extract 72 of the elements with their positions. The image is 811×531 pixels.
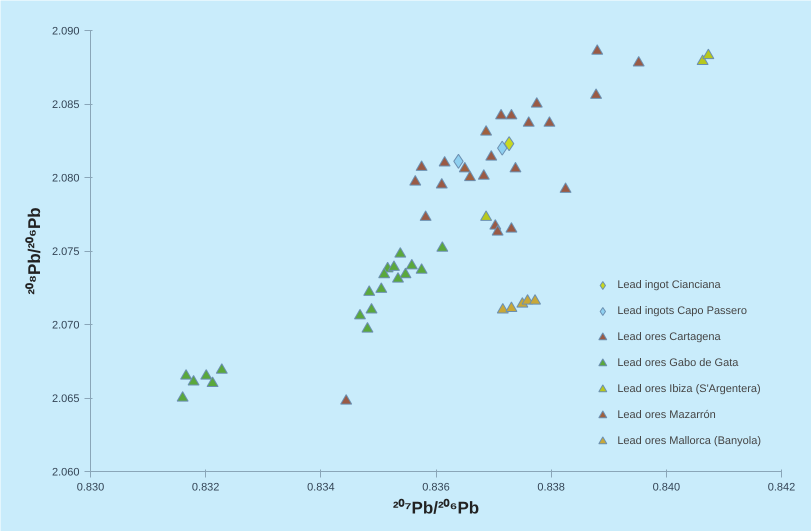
point (378, 268, 390, 278)
point (361, 322, 374, 333)
point (480, 125, 492, 136)
point (420, 210, 432, 221)
point (458, 162, 471, 172)
x-tick-label: 0.832 (192, 482, 220, 494)
point (505, 108, 518, 120)
y-axis-title: ²⁰⁸Pb/²⁰⁶Pb (24, 207, 44, 295)
point (394, 247, 406, 258)
point (436, 241, 448, 252)
legend-label: Lead ores Ibiza (S'Argentera) (617, 383, 761, 395)
x-tick-label: 0.830 (76, 482, 104, 494)
point (392, 272, 404, 283)
point (480, 210, 492, 221)
y-tick-label: 2.085 (52, 99, 80, 111)
legend-label: Lead ingot Cianciana (617, 279, 721, 291)
y-tick-label: 2.075 (52, 246, 80, 258)
point (216, 363, 228, 374)
point (505, 301, 518, 312)
point (340, 394, 352, 405)
point (438, 156, 451, 166)
point (188, 374, 200, 386)
y-tick-label: 2.065 (52, 393, 80, 405)
point (388, 260, 400, 271)
x-tick-label: 0.842 (768, 482, 796, 494)
point (406, 258, 418, 270)
x-tick-label: 0.836 (422, 482, 450, 494)
point (543, 116, 556, 127)
point (200, 369, 212, 380)
point (529, 294, 542, 305)
point (354, 308, 366, 320)
legend-label: Lead ores Gabo de Gata (617, 357, 738, 369)
point (176, 391, 189, 402)
point (591, 44, 604, 55)
point (496, 302, 509, 314)
legend-label: Lead ores Mallorca (Banyola) (617, 435, 761, 447)
legend-label: Lead ingots Capo Passero (617, 305, 747, 317)
y-tick-label: 2.080 (52, 172, 80, 184)
point (530, 97, 543, 108)
legend-label: Lead ores Cartagena (617, 331, 721, 343)
point (632, 56, 645, 67)
point (363, 285, 376, 296)
point (522, 116, 535, 127)
point (560, 182, 572, 193)
point (495, 108, 508, 120)
point (399, 268, 412, 278)
x-axis-title: ²⁰⁷Pb/²⁰⁶Pb (392, 498, 480, 518)
point (453, 154, 464, 169)
point (509, 162, 522, 172)
x-tick-label: 0.834 (307, 482, 335, 494)
point (206, 376, 219, 387)
point (696, 54, 709, 66)
point (416, 263, 428, 274)
point (375, 282, 388, 293)
y-tick-label: 2.090 (52, 26, 80, 38)
point (436, 178, 448, 189)
point (409, 175, 422, 186)
point (702, 48, 714, 60)
point (464, 170, 476, 182)
point (485, 150, 498, 161)
y-tick-label: 2.070 (52, 320, 80, 332)
x-tick-label: 0.840 (652, 482, 680, 494)
point (505, 222, 518, 233)
legend-label: Lead ores Mazarrón (617, 409, 716, 421)
point (590, 88, 602, 99)
point (366, 302, 378, 314)
point (180, 369, 192, 380)
point (478, 169, 490, 180)
x-tick-label: 0.838 (537, 482, 565, 494)
point (492, 225, 504, 236)
point (416, 160, 428, 171)
y-tick-label: 2.060 (52, 466, 80, 478)
